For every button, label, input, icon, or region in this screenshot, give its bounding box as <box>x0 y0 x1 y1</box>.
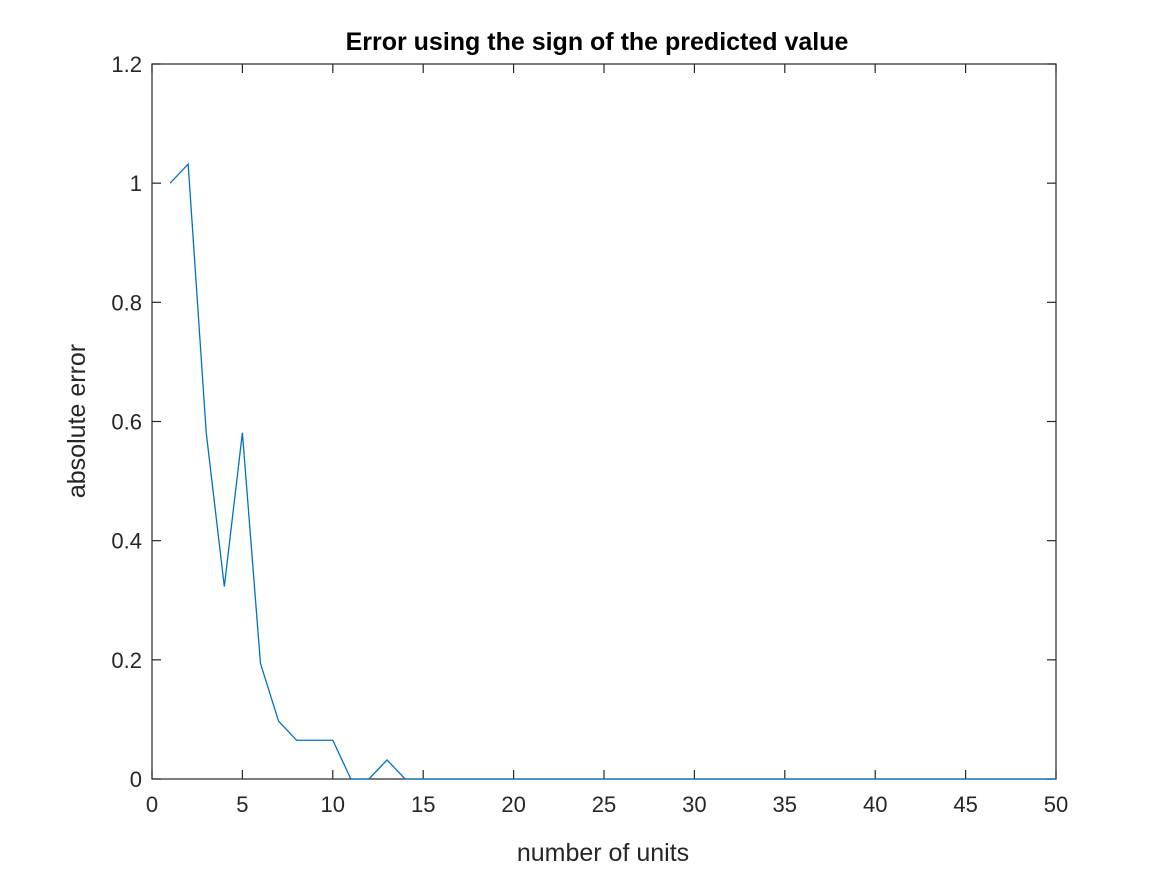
x-tick-label: 15 <box>411 792 435 817</box>
y-tick-label: 0.8 <box>111 290 142 315</box>
y-axis-label: absolute error <box>63 344 91 498</box>
x-tick-label: 35 <box>773 792 797 817</box>
x-tick-label: 30 <box>682 792 706 817</box>
y-tick-label: 1.2 <box>111 52 142 77</box>
x-tick-label: 40 <box>863 792 887 817</box>
x-tick-label: 0 <box>146 792 158 817</box>
y-tick-label: 1 <box>130 171 142 196</box>
axes <box>151 63 1057 780</box>
x-tick-label: 45 <box>953 792 977 817</box>
plot-area-box <box>151 63 1057 780</box>
y-tick-label: 0.4 <box>111 529 142 554</box>
y-tick-label: 0 <box>130 767 142 792</box>
x-tick-label: 50 <box>1044 792 1068 817</box>
ticks: 0 5 10 15 20 25 30 35 40 45 50 0 0.2 0.4 0.6 0.8 1 1.2 <box>111 52 1068 817</box>
x-tick-label: 20 <box>501 792 525 817</box>
y-tick-label: 0.6 <box>111 410 142 435</box>
series-line <box>169 162 1056 780</box>
y-tick-label: 0.2 <box>111 648 142 673</box>
chart-title: Error using the sign of the predicted va… <box>346 28 849 56</box>
series-layer <box>169 162 1056 780</box>
x-tick-label: 10 <box>321 792 345 817</box>
x-axis-label: number of units <box>517 839 689 867</box>
x-tick-label: 5 <box>236 792 248 817</box>
x-tick-label: 25 <box>592 792 616 817</box>
